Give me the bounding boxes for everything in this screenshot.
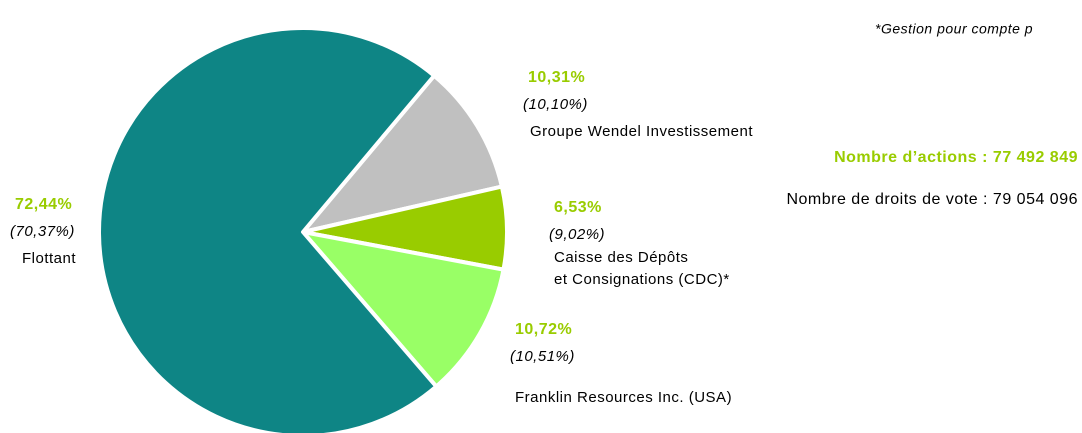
category-label: Franklin Resources Inc. (USA) bbox=[515, 389, 732, 406]
category-label: et Consignations (CDC)* bbox=[554, 271, 730, 288]
category-label: Caisse des Dépôts bbox=[554, 249, 688, 266]
pie-slice bbox=[301, 230, 506, 389]
vote-label: (10,10%) bbox=[523, 96, 588, 113]
footnote: *Gestion pour compte p bbox=[875, 21, 1033, 37]
pie-slice bbox=[97, 26, 439, 433]
value-label: 6,53% bbox=[554, 199, 602, 216]
category-label: Groupe Wendel Investissement bbox=[530, 123, 753, 140]
vote-label: (10,51%) bbox=[510, 348, 575, 365]
share-count: Nombre d’actions : 77 492 849 bbox=[834, 149, 1078, 166]
pie-slice bbox=[301, 73, 504, 234]
category-label: Flottant bbox=[22, 250, 76, 267]
vote-label: (70,37%) bbox=[10, 223, 75, 240]
value-label: 10,72% bbox=[515, 321, 572, 338]
vote-label: (9,02%) bbox=[549, 226, 605, 243]
value-label: 10,31% bbox=[528, 69, 585, 86]
vote-count: Nombre de droits de vote : 79 054 096 bbox=[786, 191, 1078, 208]
value-label: 72,44% bbox=[15, 196, 72, 213]
